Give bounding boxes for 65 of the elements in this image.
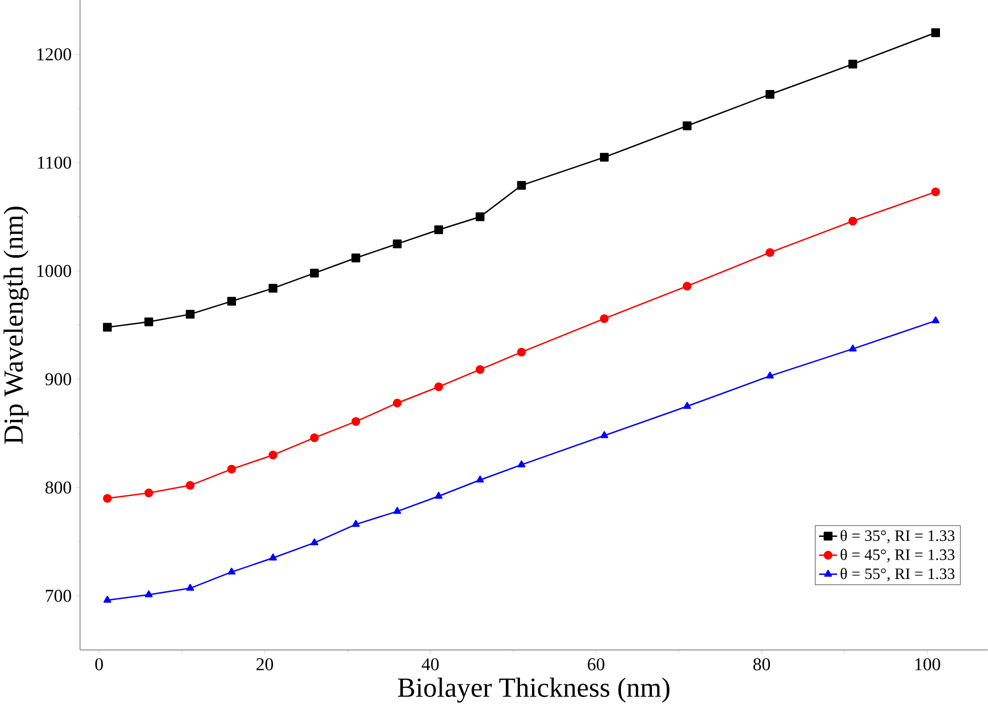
point (476, 475, 484, 482)
point (600, 152, 609, 162)
point (600, 431, 608, 438)
point (393, 506, 402, 514)
point (682, 121, 692, 130)
y-tick-label: 1200 (37, 48, 72, 60)
point (932, 316, 940, 324)
point (310, 268, 319, 278)
point (268, 284, 278, 293)
point (186, 480, 195, 490)
point (351, 253, 360, 262)
y-tick-label: 700 (46, 590, 72, 602)
y-tick-label: 1100 (38, 156, 72, 169)
y-tick-label: 1000 (37, 264, 72, 277)
point (103, 596, 112, 603)
point (434, 225, 444, 234)
legend-label: θ = 55°, RI = 1.33 (840, 568, 954, 582)
x-tick-label: 80 (753, 658, 770, 670)
point (144, 590, 153, 598)
point (186, 584, 194, 591)
point (848, 216, 858, 226)
y-tick-label: 900 (45, 373, 72, 386)
point (476, 365, 484, 374)
point (186, 310, 195, 319)
legend-label: θ = 45°, RI = 1.33 (840, 548, 954, 562)
x-tick-label: 0 (95, 658, 103, 670)
x-tick-label: 100 (915, 658, 940, 670)
point (102, 494, 112, 503)
point (228, 568, 236, 574)
point (434, 382, 444, 392)
y-axis-title: Dip Wavelength (nm) (4, 206, 29, 444)
point (682, 282, 692, 290)
x-tick-label: 60 (588, 658, 604, 670)
point (227, 464, 236, 474)
point (766, 248, 774, 257)
point (476, 212, 484, 222)
point (518, 460, 526, 468)
x-axis-title: Biolayer Thickness (nm) (398, 678, 670, 703)
point (517, 348, 526, 356)
point (269, 553, 277, 560)
legend-label: θ = 35°, RI = 1.33 (840, 530, 954, 544)
point (351, 416, 360, 426)
point (848, 344, 857, 352)
point (517, 180, 526, 190)
point (931, 28, 940, 38)
point (392, 239, 402, 248)
point (144, 488, 154, 498)
point (102, 322, 112, 332)
point (766, 90, 774, 99)
point (268, 450, 278, 460)
point (310, 433, 319, 442)
point (434, 492, 443, 499)
point (683, 402, 692, 409)
x-tick-label: 40 (422, 658, 439, 670)
point (144, 317, 154, 326)
x-tick-label: 20 (256, 658, 274, 670)
point (848, 60, 858, 68)
point (352, 520, 360, 527)
point (600, 314, 609, 323)
point (392, 398, 402, 408)
point (310, 538, 318, 546)
y-tick-label: 800 (45, 481, 72, 494)
point (931, 187, 940, 196)
point (766, 372, 774, 378)
point (227, 296, 236, 306)
